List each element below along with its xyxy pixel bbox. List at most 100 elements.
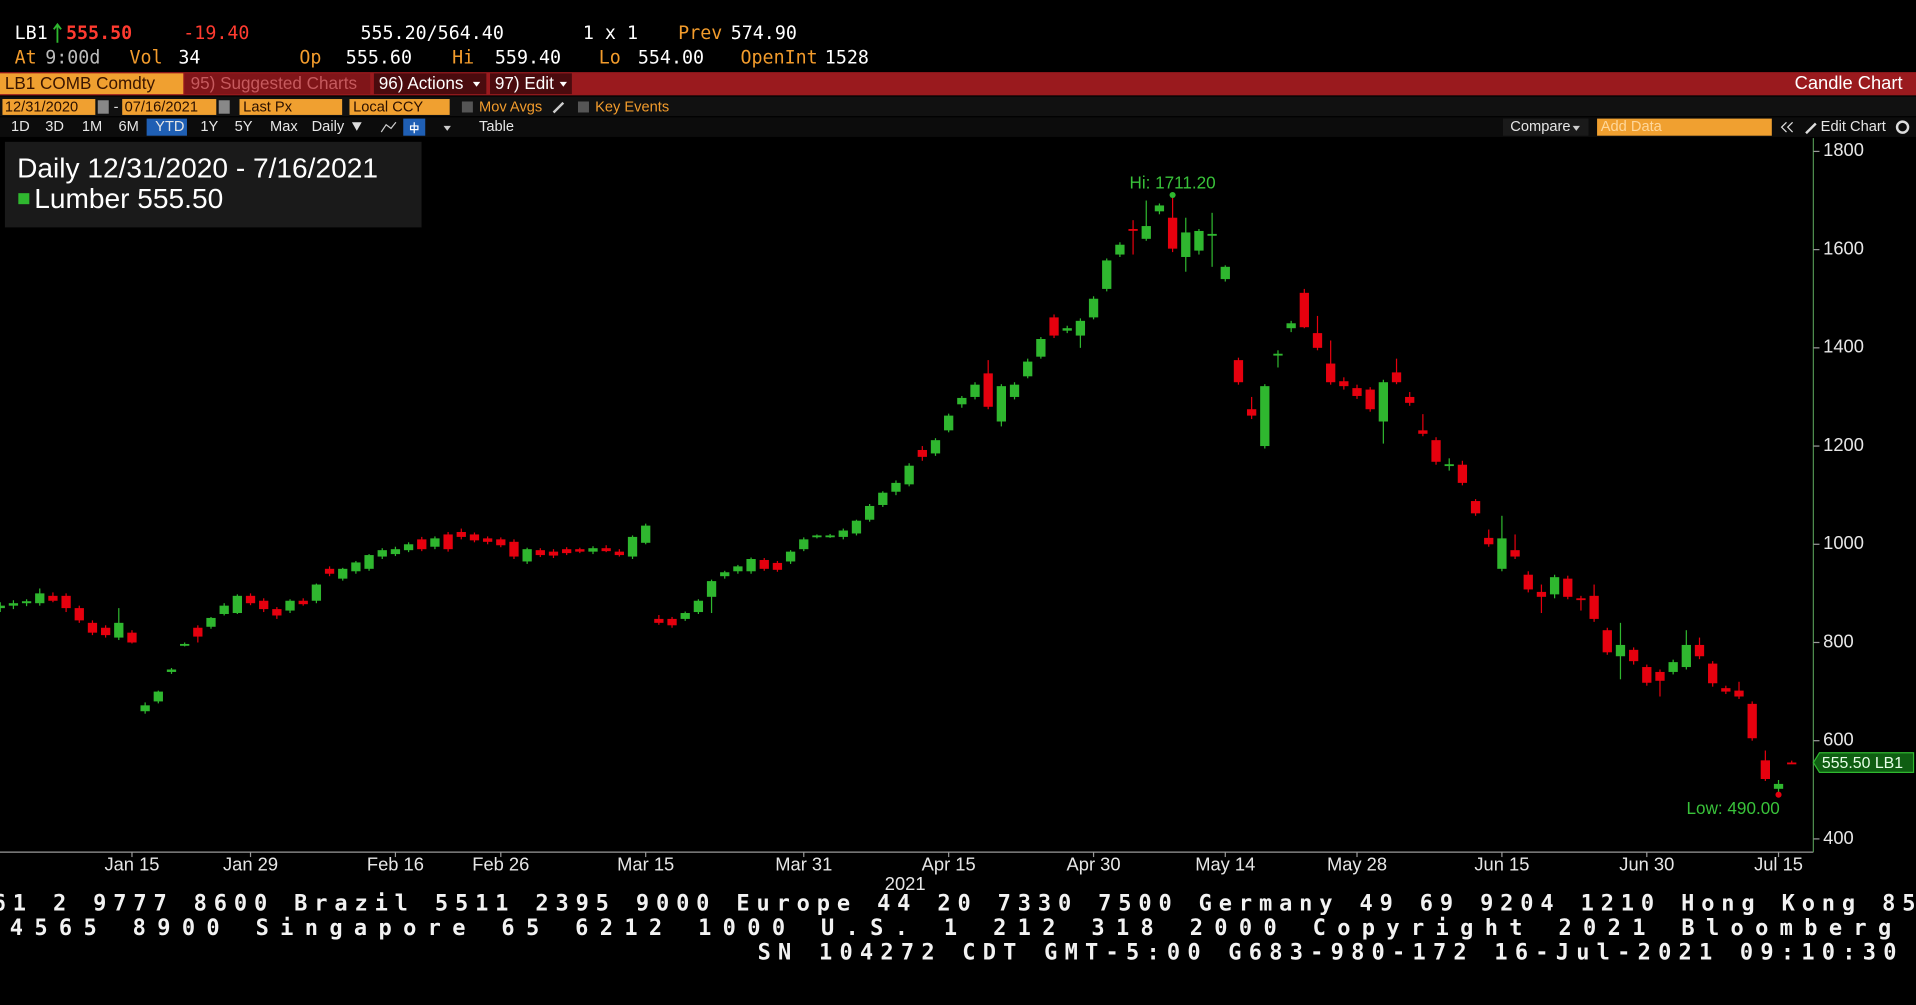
- candle-body: [1260, 386, 1270, 447]
- pencil-icon[interactable]: [1805, 122, 1817, 135]
- dropdown-arrow: [443, 125, 451, 131]
- candle-body: [21, 601, 32, 604]
- security-box[interactable]: [0, 73, 184, 95]
- edit[interactable]: 97) Edit: [495, 74, 554, 93]
- candle-body: [469, 534, 480, 541]
- candle-body: [1115, 244, 1125, 255]
- candle-body: [1773, 783, 1784, 789]
- legend-title: Daily 12/31/2020 - 7/16/2021: [17, 152, 378, 183]
- candle-body: [996, 386, 1006, 422]
- start-date[interactable]: 12/31/2020: [5, 99, 78, 115]
- candle-body: [140, 705, 150, 712]
- extreme-marker: [1775, 791, 1782, 798]
- actions-box[interactable]: [373, 73, 487, 95]
- period-button[interactable]: YTD: [155, 119, 184, 135]
- calendar-icon[interactable]: [97, 100, 109, 114]
- candle-body: [575, 549, 585, 552]
- period-button[interactable]: Max: [270, 119, 298, 135]
- bid-ask-size: 1 x 1: [583, 23, 638, 44]
- y-tick-label: 1000: [1823, 532, 1864, 553]
- period-button[interactable]: 5Y: [235, 119, 253, 135]
- x-year-label: 2021: [885, 873, 926, 894]
- candle-body: [456, 531, 466, 537]
- field-box[interactable]: [239, 99, 343, 115]
- date-separator: -: [114, 99, 119, 115]
- candle-body: [680, 613, 690, 619]
- candle-glyph: [409, 122, 419, 134]
- checkbox[interactable]: [461, 101, 473, 113]
- toolbar: [0, 117, 1916, 137]
- period-selected: [146, 118, 187, 136]
- candle-body: [430, 538, 440, 547]
- candle-body: [746, 559, 756, 572]
- candle-body: [338, 568, 348, 579]
- candle-body: [825, 535, 835, 538]
- last-price: 555.50: [66, 23, 132, 44]
- suggested-charts[interactable]: 95) Suggested Charts: [191, 74, 357, 93]
- candle-body: [1457, 464, 1468, 483]
- candle-body: [1128, 229, 1138, 231]
- y-tick-label: 1400: [1823, 336, 1864, 357]
- candle-body: [1062, 328, 1072, 331]
- currency-box[interactable]: [349, 99, 450, 115]
- collapse-icon[interactable]: [1780, 121, 1794, 133]
- candle-body: [1470, 501, 1481, 514]
- checkbox[interactable]: [577, 101, 589, 113]
- candle-body: [878, 492, 888, 505]
- candle-body: [864, 505, 875, 520]
- prev-value: 574.90: [731, 23, 797, 44]
- start-date-box[interactable]: [2, 99, 96, 115]
- mov-avgs[interactable]: Mov Avgs: [479, 99, 542, 115]
- vol-value: 34: [178, 48, 200, 69]
- suggested-box[interactable]: [184, 73, 371, 95]
- low-value: 554.00: [638, 48, 704, 69]
- period-button[interactable]: 3D: [45, 119, 64, 135]
- candle-body: [1602, 630, 1612, 653]
- period-button[interactable]: 1D: [11, 119, 30, 135]
- period-button[interactable]: 6M: [119, 119, 139, 135]
- end-date[interactable]: 07/16/2021: [125, 99, 198, 115]
- open-value: 555.60: [346, 48, 412, 69]
- edit-box[interactable]: [489, 73, 572, 95]
- x-tick-label: Apr 30: [1067, 853, 1121, 874]
- candle-body: [1339, 381, 1349, 387]
- x-tick-label: Apr 15: [922, 853, 976, 874]
- candle-body: [1075, 320, 1086, 336]
- candle-body: [1523, 574, 1533, 590]
- candle-body: [772, 562, 783, 570]
- candle-body: [482, 538, 493, 542]
- frequency[interactable]: Daily: [312, 119, 345, 135]
- candle-body: [1365, 389, 1375, 410]
- table[interactable]: Table: [479, 119, 514, 135]
- currency[interactable]: Local CCY: [353, 99, 423, 115]
- add-data-box[interactable]: [1597, 118, 1772, 136]
- field[interactable]: Last Px: [243, 99, 293, 115]
- period-button[interactable]: 1Y: [200, 119, 218, 135]
- x-tick-label: Jun 15: [1474, 853, 1529, 874]
- candle-body: [641, 525, 651, 543]
- actions[interactable]: 96) Actions: [379, 74, 464, 93]
- key-events[interactable]: Key Events: [595, 99, 669, 115]
- add-data[interactable]: Add Data: [1601, 119, 1663, 135]
- settings-icon[interactable]: [1895, 120, 1910, 134]
- last-price-tag: [1812, 752, 1915, 773]
- candle-body: [193, 627, 203, 637]
- security[interactable]: LB1 COMB Comdty: [5, 74, 156, 93]
- candle-body: [1141, 226, 1151, 239]
- period-button[interactable]: 1M: [82, 119, 102, 135]
- end-date-box[interactable]: [122, 99, 217, 115]
- dropdown-arrow: [1572, 125, 1580, 131]
- candle-body: [548, 551, 559, 556]
- vol-label: Vol: [130, 48, 163, 69]
- compare[interactable]: Compare: [1510, 119, 1570, 135]
- edit-chart[interactable]: Edit Chart: [1821, 119, 1886, 135]
- candle-body: [509, 541, 519, 557]
- candle-body: [1009, 384, 1020, 397]
- compare-box[interactable]: [1502, 118, 1589, 136]
- pencil-icon[interactable]: [552, 101, 565, 114]
- line-icon[interactable]: [380, 121, 397, 133]
- legend-box: [4, 141, 422, 228]
- candle-body: [351, 562, 361, 572]
- candle-body: [1655, 671, 1665, 681]
- calendar-icon[interactable]: [218, 100, 230, 114]
